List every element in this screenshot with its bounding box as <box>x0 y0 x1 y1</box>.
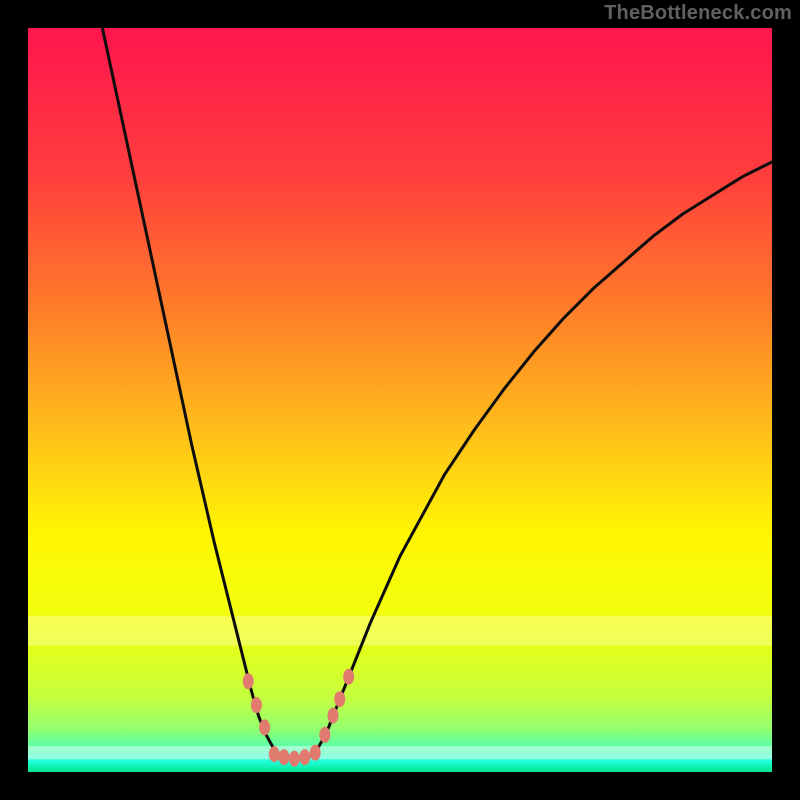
plot-area <box>28 28 772 772</box>
data-marker <box>310 745 321 761</box>
watermark-text: TheBottleneck.com <box>604 2 792 25</box>
data-marker <box>251 697 262 713</box>
data-marker <box>243 673 254 689</box>
data-marker <box>328 707 339 723</box>
data-marker <box>299 749 310 765</box>
data-marker <box>319 727 330 743</box>
data-marker <box>334 691 345 707</box>
data-marker <box>278 749 289 765</box>
chart-background <box>28 28 772 772</box>
data-marker <box>269 746 280 762</box>
data-marker <box>259 719 270 735</box>
data-marker <box>343 669 354 685</box>
data-marker <box>289 751 300 767</box>
chart-frame: TheBottleneck.com <box>0 0 800 800</box>
chart-svg <box>28 28 772 772</box>
